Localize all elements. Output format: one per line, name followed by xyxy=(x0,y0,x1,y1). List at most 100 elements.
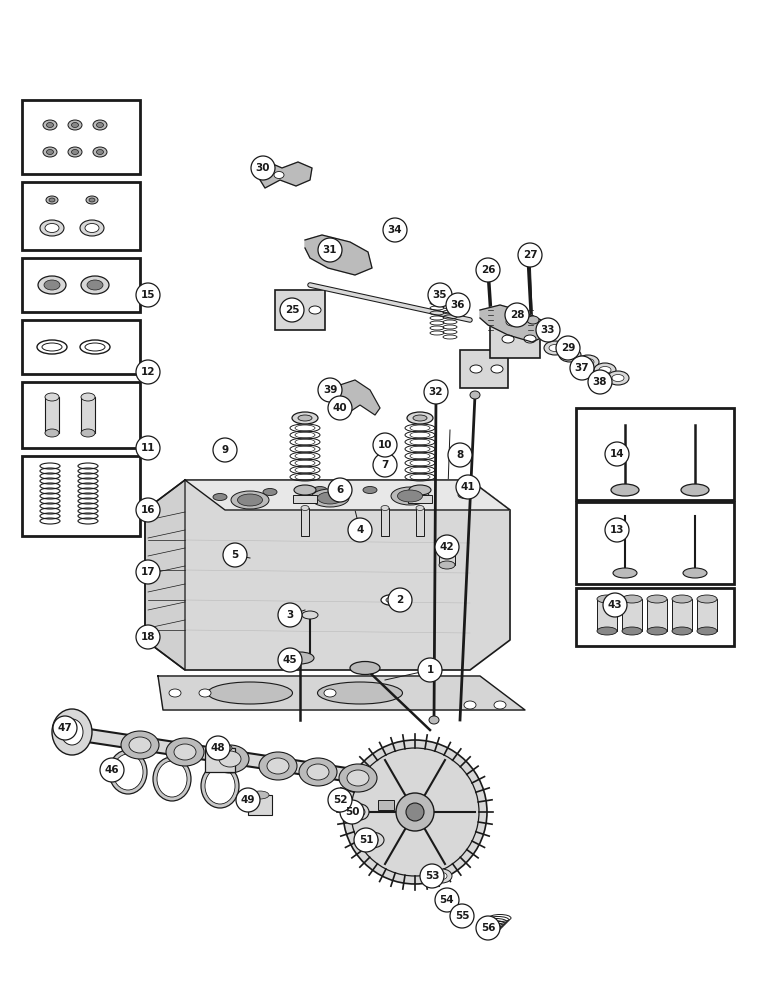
Ellipse shape xyxy=(510,311,522,319)
Ellipse shape xyxy=(96,122,103,127)
Ellipse shape xyxy=(431,392,441,400)
Ellipse shape xyxy=(396,793,434,831)
Circle shape xyxy=(318,238,342,262)
Circle shape xyxy=(280,298,304,322)
Ellipse shape xyxy=(544,341,566,355)
Circle shape xyxy=(213,438,237,462)
Ellipse shape xyxy=(232,552,244,564)
Circle shape xyxy=(318,378,342,402)
Ellipse shape xyxy=(697,595,717,603)
Bar xyxy=(408,495,432,503)
Bar xyxy=(22,258,140,312)
Circle shape xyxy=(373,433,397,457)
Text: 37: 37 xyxy=(574,363,589,373)
Ellipse shape xyxy=(363,487,377,493)
Ellipse shape xyxy=(594,363,616,377)
Text: 39: 39 xyxy=(323,385,337,395)
Ellipse shape xyxy=(391,487,429,505)
Circle shape xyxy=(278,603,302,627)
Ellipse shape xyxy=(506,318,518,326)
Text: 14: 14 xyxy=(610,449,625,459)
Ellipse shape xyxy=(85,343,105,351)
Ellipse shape xyxy=(109,750,147,794)
Text: 26: 26 xyxy=(481,265,496,275)
Ellipse shape xyxy=(174,744,196,760)
Ellipse shape xyxy=(681,484,709,496)
Text: 10: 10 xyxy=(378,440,392,450)
Circle shape xyxy=(418,658,442,682)
Ellipse shape xyxy=(44,280,60,290)
Ellipse shape xyxy=(61,719,83,745)
Ellipse shape xyxy=(456,303,463,307)
Bar xyxy=(697,599,717,631)
Circle shape xyxy=(328,396,352,420)
Ellipse shape xyxy=(381,506,389,510)
Ellipse shape xyxy=(121,731,159,759)
Ellipse shape xyxy=(697,627,717,635)
Ellipse shape xyxy=(347,770,369,786)
Text: 28: 28 xyxy=(510,310,524,320)
Ellipse shape xyxy=(527,316,539,324)
Ellipse shape xyxy=(549,344,561,352)
Bar xyxy=(205,748,235,772)
Ellipse shape xyxy=(46,122,53,127)
Bar xyxy=(293,495,317,503)
Ellipse shape xyxy=(38,276,66,294)
Ellipse shape xyxy=(324,689,336,697)
Ellipse shape xyxy=(525,251,535,259)
Text: 52: 52 xyxy=(333,795,347,805)
Ellipse shape xyxy=(386,597,400,603)
Ellipse shape xyxy=(72,149,79,154)
Ellipse shape xyxy=(432,869,452,883)
Circle shape xyxy=(236,788,260,812)
Text: 13: 13 xyxy=(610,525,625,535)
Ellipse shape xyxy=(89,198,95,202)
Ellipse shape xyxy=(292,412,318,424)
Circle shape xyxy=(476,258,500,282)
Ellipse shape xyxy=(311,489,349,507)
FancyBboxPatch shape xyxy=(275,290,325,330)
Ellipse shape xyxy=(612,374,624,381)
Text: 40: 40 xyxy=(333,403,347,413)
Text: 11: 11 xyxy=(141,443,155,453)
Ellipse shape xyxy=(317,682,402,704)
Bar xyxy=(22,320,140,374)
Circle shape xyxy=(340,800,364,824)
Ellipse shape xyxy=(307,764,329,780)
Polygon shape xyxy=(145,480,510,670)
Ellipse shape xyxy=(458,491,472,498)
Text: 2: 2 xyxy=(396,595,404,605)
Ellipse shape xyxy=(80,220,104,236)
Circle shape xyxy=(556,336,580,360)
Circle shape xyxy=(136,360,160,384)
Text: 55: 55 xyxy=(455,911,469,921)
Text: 36: 36 xyxy=(451,300,466,310)
Text: 18: 18 xyxy=(141,632,155,642)
Circle shape xyxy=(136,498,160,522)
Ellipse shape xyxy=(153,757,191,801)
Ellipse shape xyxy=(647,595,667,603)
Circle shape xyxy=(100,758,124,782)
Ellipse shape xyxy=(350,662,380,674)
Ellipse shape xyxy=(647,627,667,635)
Ellipse shape xyxy=(406,803,424,821)
Circle shape xyxy=(373,453,397,477)
Bar xyxy=(576,502,734,584)
Bar xyxy=(622,599,642,631)
Bar xyxy=(439,547,455,565)
FancyBboxPatch shape xyxy=(490,320,540,358)
Ellipse shape xyxy=(309,306,321,314)
Text: 8: 8 xyxy=(456,450,464,460)
Ellipse shape xyxy=(93,120,107,130)
Circle shape xyxy=(388,588,412,612)
Ellipse shape xyxy=(453,301,467,309)
Polygon shape xyxy=(480,305,548,342)
Circle shape xyxy=(136,625,160,649)
Text: 4: 4 xyxy=(357,525,364,535)
Text: 5: 5 xyxy=(232,550,239,560)
Ellipse shape xyxy=(259,752,297,780)
Ellipse shape xyxy=(87,280,103,290)
Ellipse shape xyxy=(597,627,617,635)
Ellipse shape xyxy=(43,120,57,130)
Ellipse shape xyxy=(72,122,79,127)
